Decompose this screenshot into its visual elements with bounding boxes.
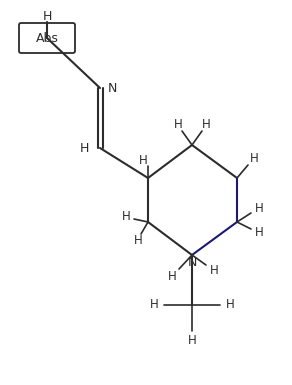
- Text: H: H: [122, 211, 130, 224]
- FancyBboxPatch shape: [19, 23, 75, 53]
- Text: H: H: [188, 335, 197, 348]
- Text: H: H: [226, 298, 234, 311]
- Text: H: H: [210, 264, 218, 278]
- Text: H: H: [42, 10, 52, 22]
- Text: H: H: [201, 117, 210, 131]
- Text: H: H: [255, 226, 263, 238]
- Text: H: H: [255, 201, 263, 214]
- Text: Abs: Abs: [36, 32, 58, 45]
- Text: H: H: [150, 298, 158, 311]
- Text: N: N: [107, 82, 117, 94]
- Text: H: H: [134, 233, 142, 246]
- Text: H: H: [79, 142, 89, 154]
- Text: H: H: [139, 154, 147, 167]
- Text: H: H: [174, 117, 182, 131]
- Text: H: H: [250, 152, 258, 164]
- Text: H: H: [168, 271, 176, 283]
- Text: N: N: [187, 256, 197, 270]
